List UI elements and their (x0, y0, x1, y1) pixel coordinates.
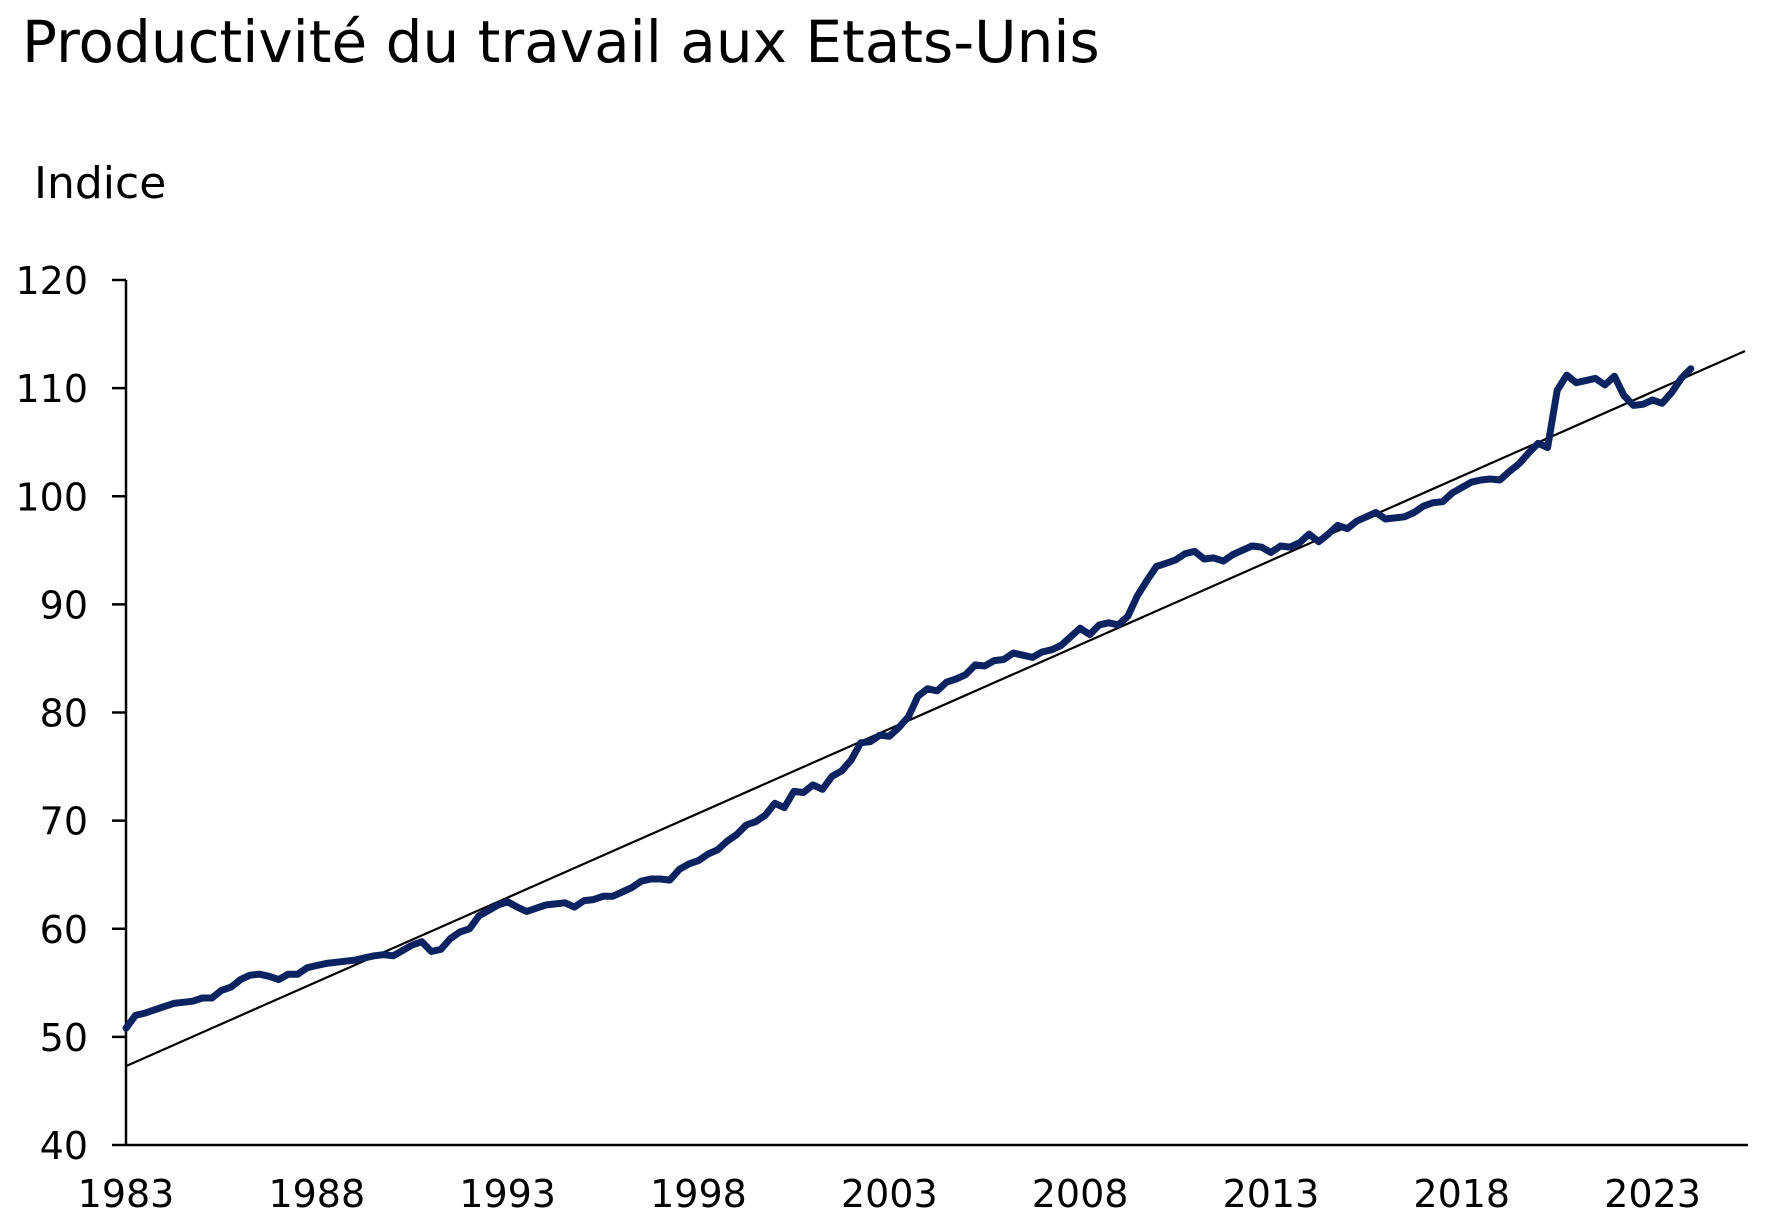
y-tick-label: 50 (40, 1016, 88, 1060)
x-tick-label: 2008 (1032, 1172, 1129, 1216)
x-tick-label: 1993 (459, 1172, 556, 1216)
x-tick-label: 1983 (78, 1172, 175, 1216)
x-ticks: 1983 1988 1993 1998 2003 2008 2013 2018 2023 (78, 1172, 1701, 1216)
axes (124, 280, 1748, 1147)
y-tick-label: 40 (40, 1124, 88, 1168)
y-tick-label: 120 (15, 259, 88, 303)
x-tick-label: 1998 (650, 1172, 747, 1216)
x-tick-label: 1988 (268, 1172, 365, 1216)
y-tick-label: 100 (15, 475, 88, 519)
x-tick-label: 2018 (1413, 1172, 1510, 1216)
y-tick-label: 80 (40, 692, 88, 736)
y-ticks: 40 50 60 70 80 90 100 110 120 (15, 259, 126, 1168)
chart-title: Productivité du travail aux Etats-Unis (22, 8, 1100, 76)
y-axis-label: Indice (34, 158, 167, 209)
series-layer (122, 350, 1746, 1068)
y-tick-label: 70 (40, 800, 88, 844)
y-tick-label: 90 (40, 583, 88, 627)
productivity-series-line (122, 365, 1695, 1032)
trend-line (124, 350, 1746, 1068)
y-tick-label: 110 (15, 367, 88, 411)
x-tick-label: 2013 (1223, 1172, 1320, 1216)
y-tick-label: 60 (40, 908, 88, 952)
x-tick-label: 2023 (1604, 1172, 1701, 1216)
x-tick-label: 2003 (841, 1172, 938, 1216)
